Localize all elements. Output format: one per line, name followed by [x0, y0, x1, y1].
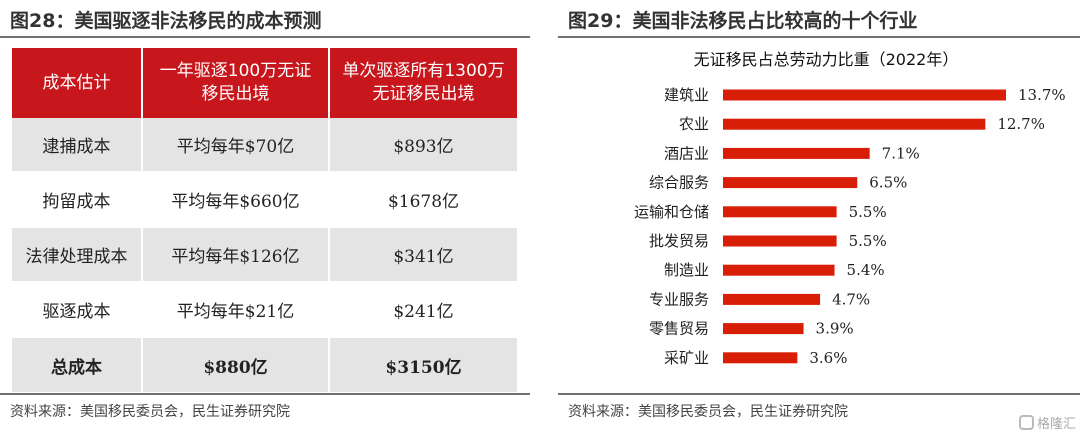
bar [723, 118, 986, 130]
table-row: 拘留成本 平均每年$660亿 $1678亿 [12, 171, 517, 227]
bar [723, 293, 821, 305]
category-label: 建筑业 [664, 86, 709, 104]
source-note: 资料来源：美国移民委员会，民生证券研究院 [568, 404, 848, 420]
header-one-million-text: 一年驱逐100万无证移民出境 [159, 61, 312, 104]
watermark-text: 格隆汇 [1036, 417, 1076, 432]
bar [723, 206, 837, 218]
value-label: 7.1% [882, 144, 920, 162]
source-rule [0, 393, 530, 395]
cell-single: $893亿 [328, 118, 517, 172]
right-panel: 图29：美国非法移民占比较高的十个行业 无证移民占总劳动力比重（2022年） 建… [558, 0, 1080, 436]
category-label: 综合服务 [649, 174, 709, 192]
table-row: 法律处理成本 平均每年$126亿 $341亿 [12, 226, 517, 282]
bar [723, 235, 837, 247]
category-label: 批发贸易 [649, 232, 709, 250]
bar [723, 352, 798, 364]
total-annual: $880亿 [141, 336, 329, 392]
category-label: 制造业 [664, 261, 709, 279]
value-label: 3.6% [809, 349, 847, 367]
bar [723, 323, 804, 335]
bar [723, 89, 1006, 101]
cell-annual: 平均每年$70亿 [141, 118, 329, 172]
value-label: 5.5% [849, 232, 887, 250]
title-rule [558, 36, 1080, 38]
cell-annual: 平均每年$21亿 [141, 281, 329, 337]
watermark-logo-icon [1018, 415, 1034, 430]
chart-bars: 建筑业 13.7% 农业 12.7% 酒店业 7.1% 综合服务 6.5% 运输和仓储 5.5% 批… [634, 86, 1066, 367]
row-label: 驱逐成本 [12, 281, 142, 337]
header-all-13m-text: 单次驱逐所有1300万无证移民出境 [342, 61, 505, 104]
bar [723, 264, 835, 276]
cell-single: $1678亿 [328, 171, 517, 227]
row-label: 法律处理成本 [12, 226, 142, 282]
value-label: 12.7% [997, 115, 1045, 133]
row-label: 拘留成本 [12, 171, 142, 227]
bar [723, 147, 870, 159]
cost-table: 成本估计 一年驱逐100万无证移民出境 单次驱逐所有1300万无证移民出境 逮捕… [12, 48, 517, 392]
category-label: 农业 [679, 115, 709, 133]
value-label: 13.7% [1018, 86, 1066, 104]
category-label: 酒店业 [664, 144, 709, 162]
value-label: 5.4% [847, 261, 885, 279]
header-cost-estimate: 成本估计 [12, 48, 142, 118]
header-all-13m: 单次驱逐所有1300万无证移民出境 [328, 48, 517, 118]
value-label: 6.5% [869, 174, 907, 192]
figure-29-title: 图29：美国非法移民占比较高的十个行业 [568, 10, 918, 32]
value-label: 3.9% [816, 320, 854, 338]
value-label: 5.5% [849, 203, 887, 221]
total-single: $3150亿 [328, 336, 517, 392]
table-header-row: 成本估计 一年驱逐100万无证移民出境 单次驱逐所有1300万无证移民出境 [12, 48, 517, 118]
watermark-logo: 格隆汇 [1018, 413, 1076, 432]
category-label: 运输和仓储 [634, 203, 709, 221]
chart-title: 无证移民占总劳动力比重（2022年） [694, 50, 959, 69]
category-label: 专业服务 [649, 290, 709, 308]
cell-annual: 平均每年$126亿 [141, 226, 329, 282]
left-panel: 图28：美国驱逐非法移民的成本预测 成本估计 一年驱逐100万无证移民出境 单次… [0, 0, 530, 436]
source-rule [558, 393, 1080, 395]
title-rule [0, 36, 530, 38]
value-label: 4.7% [832, 290, 870, 308]
table-total-row: 总成本 $880亿 $3150亿 [12, 336, 517, 392]
table-row: 逮捕成本 平均每年$70亿 $893亿 [12, 118, 517, 172]
industry-bar-chart: 无证移民占总劳动力比重（2022年） 建筑业 13.7% 农业 12.7% 酒店业 7.1… [634, 50, 1066, 367]
header-one-million: 一年驱逐100万无证移民出境 [141, 48, 329, 118]
category-label: 采矿业 [664, 349, 709, 367]
category-label: 零售贸易 [649, 320, 709, 338]
total-label: 总成本 [12, 336, 142, 392]
cell-annual: 平均每年$660亿 [141, 171, 329, 227]
row-label: 逮捕成本 [12, 118, 142, 172]
cell-single: $341亿 [328, 226, 517, 282]
source-note: 资料来源：美国移民委员会，民生证券研究院 [10, 404, 290, 420]
cell-single: $241亿 [328, 281, 517, 337]
table-row: 驱逐成本 平均每年$21亿 $241亿 [12, 281, 517, 337]
bar [723, 177, 858, 189]
figure-28-title: 图28：美国驱逐非法移民的成本预测 [10, 10, 322, 32]
